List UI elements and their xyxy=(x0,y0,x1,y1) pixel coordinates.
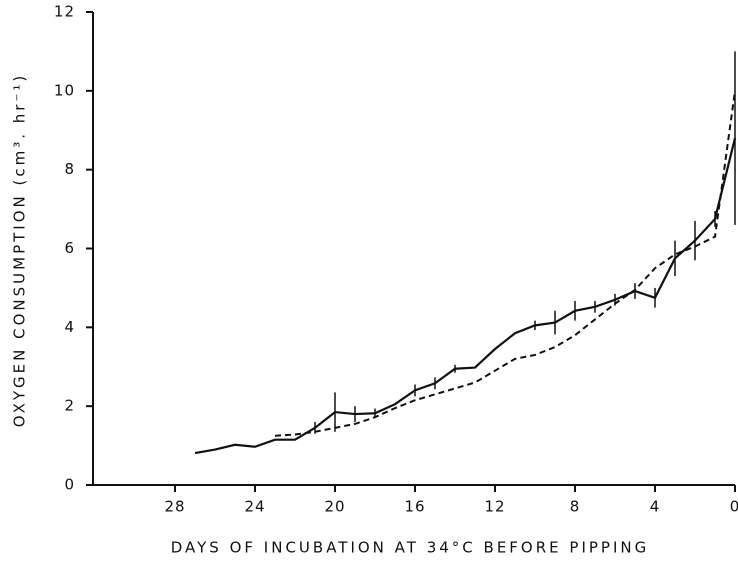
x-tick-label: 0 xyxy=(730,498,738,516)
y-tick-label: 4 xyxy=(64,318,75,336)
y-tick-label: 0 xyxy=(64,476,75,494)
series-line xyxy=(194,137,737,455)
y-tick-label: 10 xyxy=(54,81,75,99)
x-tick-label: 24 xyxy=(244,498,265,516)
x-tick-label: 20 xyxy=(324,498,345,516)
y-axis-label: OXYGEN CONSUMPTION (cm³. hr⁻¹) xyxy=(11,73,29,427)
x-axis-label: DAYS OF INCUBATION AT 34°C BEFORE PIPPIN… xyxy=(171,539,649,557)
y-tick-label: 6 xyxy=(64,239,75,257)
x-tick-label: 28 xyxy=(164,498,185,516)
x-tick-label: 4 xyxy=(650,498,661,516)
x-tick-label: 12 xyxy=(484,498,505,516)
y-tick-label: 12 xyxy=(54,3,75,21)
x-tick-label: 8 xyxy=(570,498,581,516)
series-line xyxy=(274,90,736,437)
y-tick-label: 2 xyxy=(64,397,75,415)
y-tick-label: 8 xyxy=(64,160,75,178)
x-tick-label: 16 xyxy=(404,498,425,516)
